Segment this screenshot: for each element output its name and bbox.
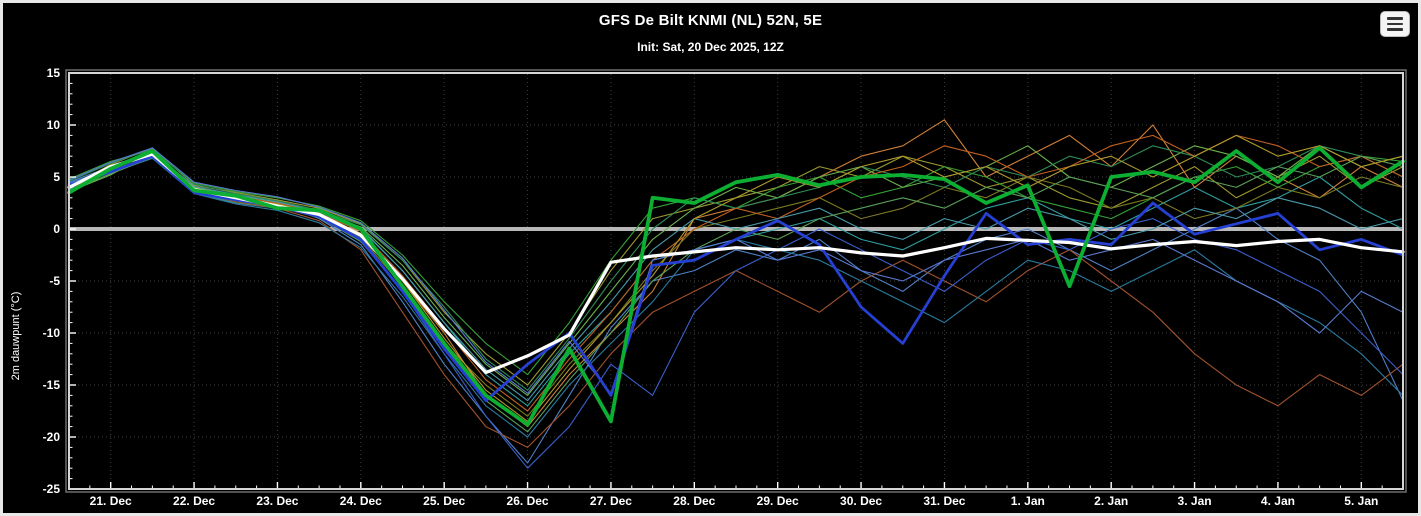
gridlines: [70, 72, 1402, 490]
svg-text:10: 10: [47, 118, 61, 132]
series-operational: [67, 146, 1405, 427]
svg-text:-15: -15: [43, 378, 61, 392]
y-axis-label: 2m dauwpunt (°C): [10, 291, 22, 381]
svg-text:2. Jan: 2. Jan: [1094, 494, 1128, 508]
svg-text:4. Jan: 4. Jan: [1261, 494, 1295, 508]
svg-text:30. Dec: 30. Dec: [840, 494, 882, 508]
svg-text:23. Dec: 23. Dec: [256, 494, 298, 508]
svg-text:24. Dec: 24. Dec: [340, 494, 382, 508]
hamburger-menu-icon: [1387, 17, 1403, 20]
svg-text:22. Dec: 22. Dec: [173, 494, 215, 508]
y-tick-labels: 15 10 5 0 -5 -10 -15 -20 -25: [43, 66, 61, 496]
svg-text:-5: -5: [49, 274, 60, 288]
svg-text:0: 0: [53, 222, 60, 236]
menu-button[interactable]: [1380, 11, 1410, 37]
svg-text:26. Dec: 26. Dec: [507, 494, 549, 508]
svg-text:27. Dec: 27. Dec: [590, 494, 632, 508]
chart-header: GFS De Bilt KNMI (NL) 52N, 5E Init: Sat,…: [3, 3, 1418, 57]
series-member-12: [68, 134, 1404, 412]
svg-text:25. Dec: 25. Dec: [423, 494, 465, 508]
x-tick-labels: 21. Dec 22. Dec 23. Dec 24. Dec 25. Dec 26. D…: [90, 494, 1379, 508]
svg-text:5. Jan: 5. Jan: [1344, 494, 1378, 508]
hamburger-menu-icon-bar: [1387, 22, 1403, 26]
plot-frame: [68, 72, 1404, 490]
svg-text:31. Dec: 31. Dec: [923, 494, 965, 508]
svg-text:5: 5: [53, 170, 60, 184]
svg-text:21. Dec: 21. Dec: [90, 494, 132, 508]
page-title: GFS De Bilt KNMI (NL) 52N, 5E: [598, 12, 823, 29]
plot-frame-outer: [65, 69, 1407, 493]
svg-text:3. Jan: 3. Jan: [1178, 494, 1212, 508]
chart-area: 2m dauwpunt (°C) 21. Dec 22. Dec 23. Dec 24…: [3, 57, 1418, 513]
svg-text:1. Jan: 1. Jan: [1011, 494, 1045, 508]
series-lines: [67, 119, 1405, 469]
ensemble-plot: 21. Dec 22. Dec 23. Dec 24. Dec 25. Dec 26. D…: [43, 66, 1407, 508]
plot-area: [69, 73, 1403, 489]
svg-text:15: 15: [47, 66, 61, 80]
svg-text:-10: -10: [43, 326, 61, 340]
hamburger-menu-icon-bar: [1387, 28, 1403, 31]
svg-text:29. Dec: 29. Dec: [757, 494, 799, 508]
chart-init-subtitle: Init: Sat, 20 Dec 2025, 12Z: [637, 40, 784, 54]
svg-text:28. Dec: 28. Dec: [673, 494, 715, 508]
svg-text:-25: -25: [43, 482, 61, 496]
svg-text:-20: -20: [43, 430, 61, 444]
